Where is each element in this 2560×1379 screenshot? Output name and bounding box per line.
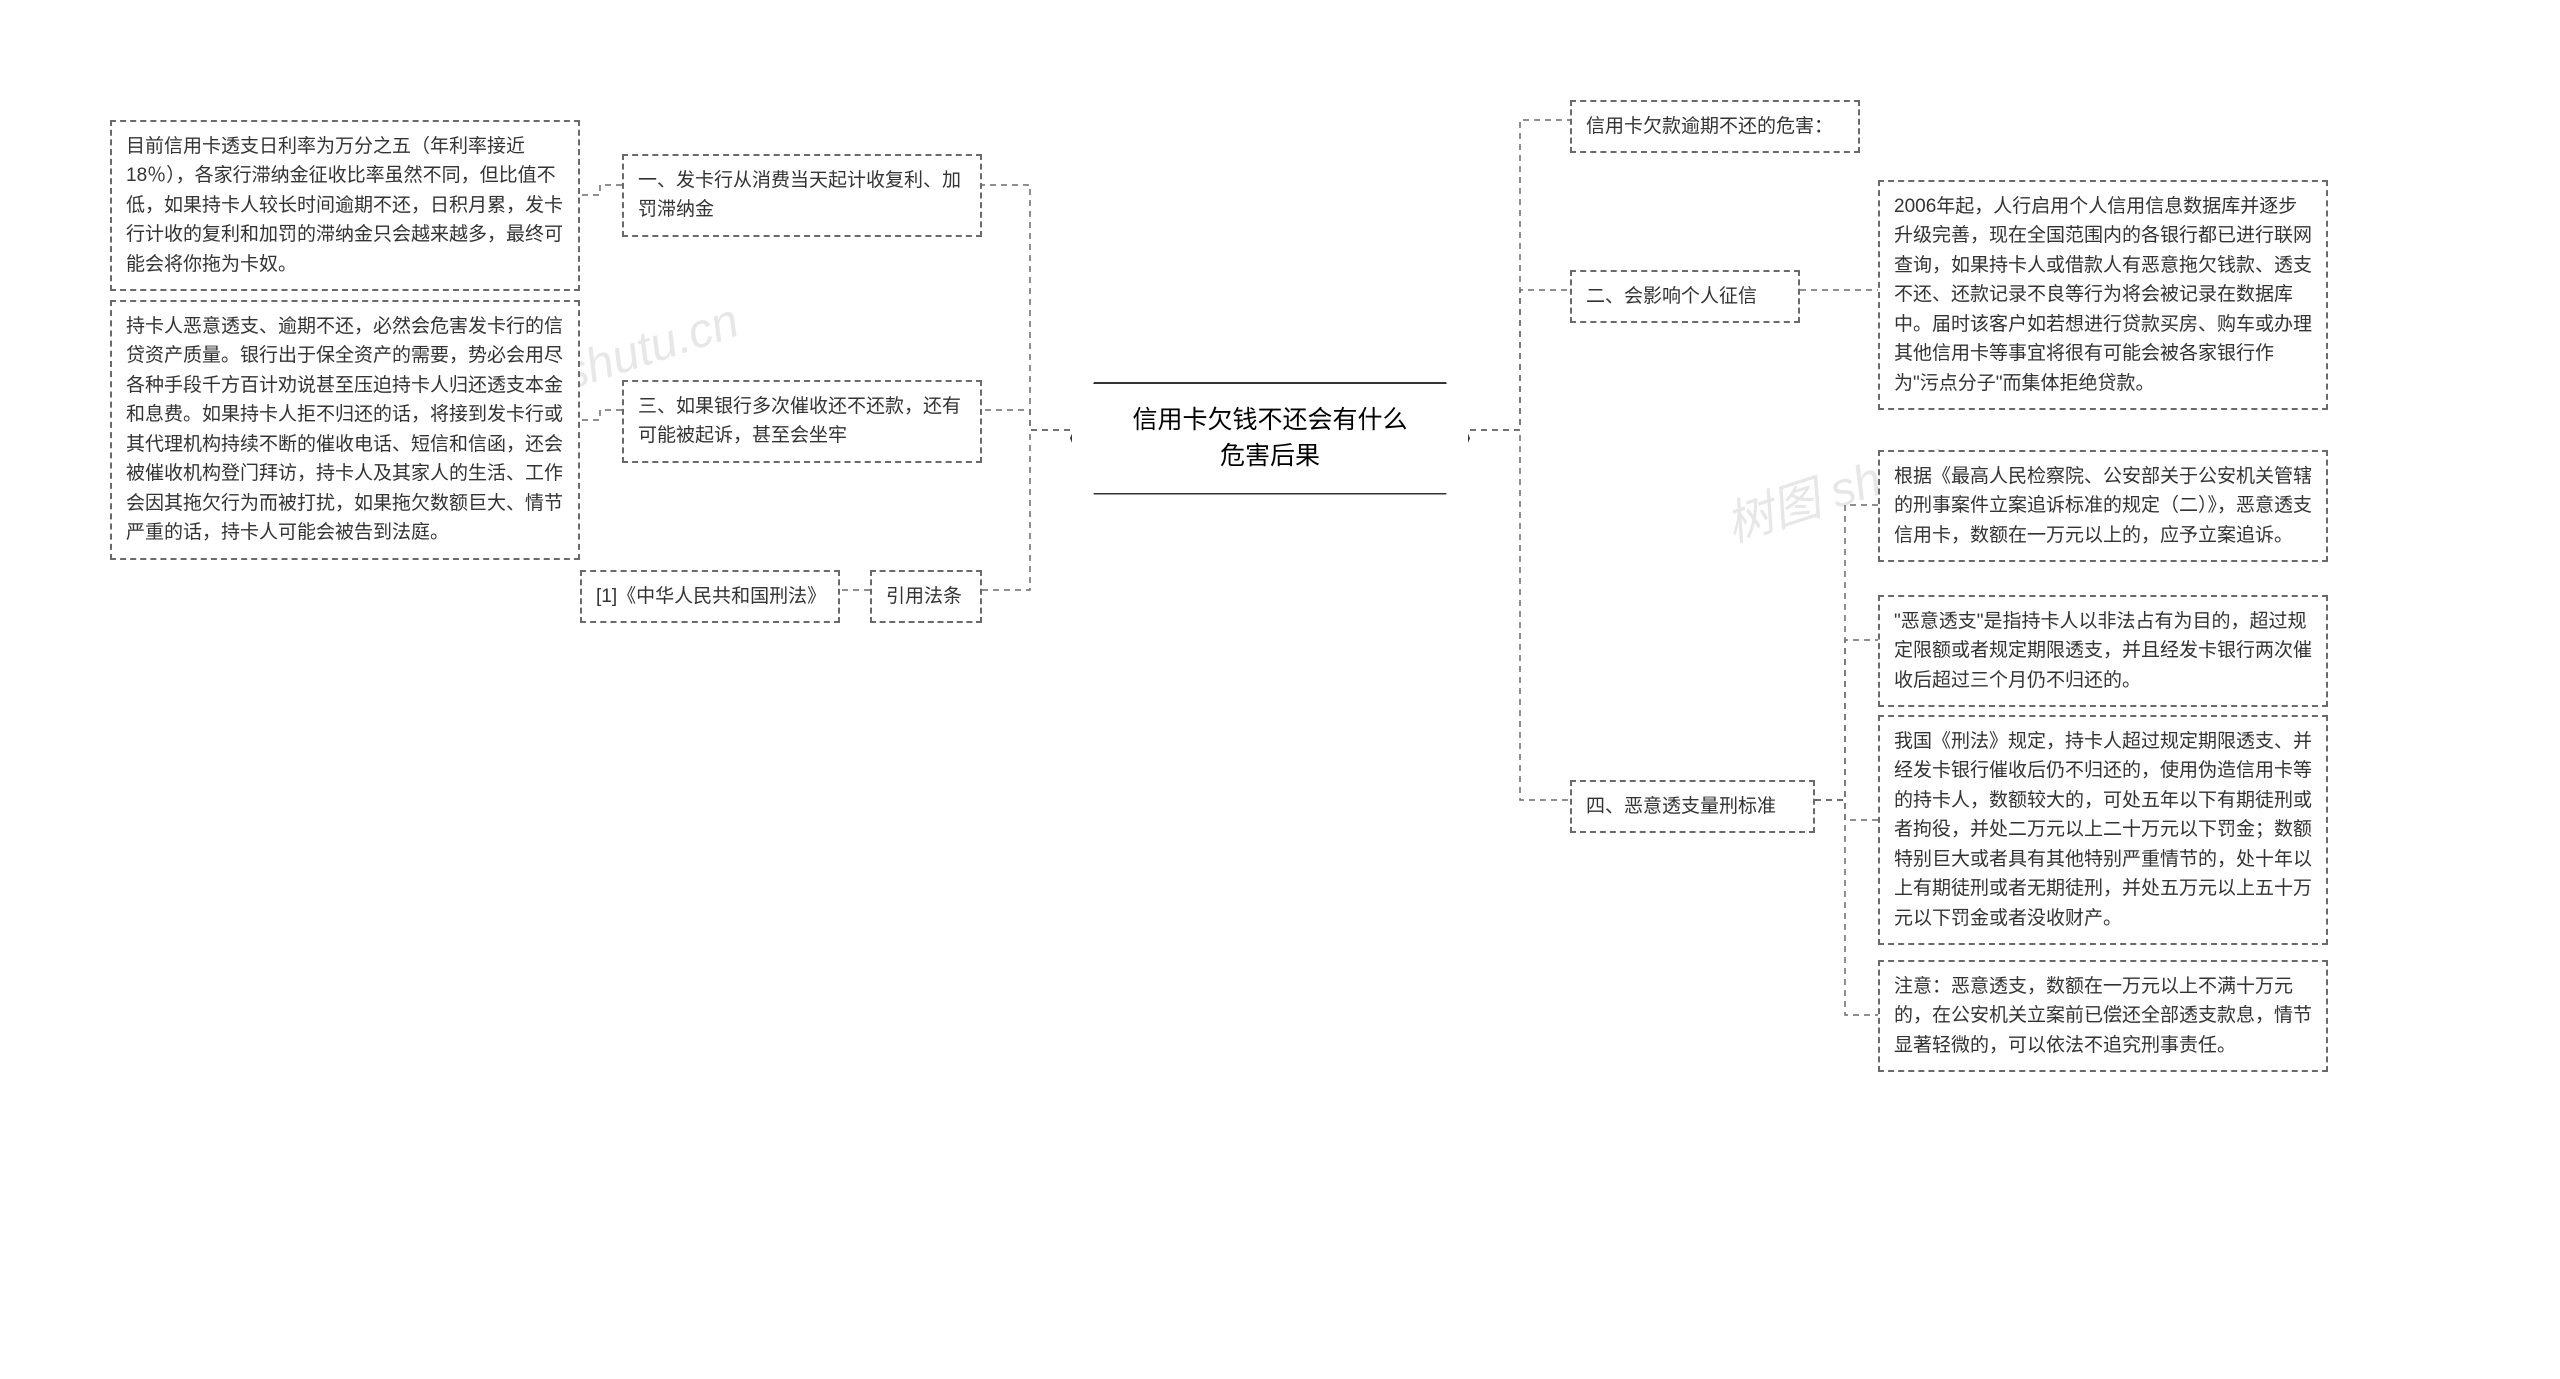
branch-3: 三、如果银行多次催收还不还款，还有可能被起诉，甚至会坐牢 [622, 380, 982, 463]
branch-4-leaf-1: 根据《最高人民检察院、公安部关于公安机关管辖的刑事案件立案追诉标准的规定（二）》… [1878, 450, 2328, 562]
branch-right-header: 信用卡欠款逾期不还的危害： [1570, 100, 1860, 153]
branch-4: 四、恶意透支量刑标准 [1570, 780, 1815, 833]
root-line2: 危害后果 [1100, 438, 1440, 474]
branch-1: 一、发卡行从消费当天起计收复利、加罚滞纳金 [622, 154, 982, 237]
root-line1: 信用卡欠钱不还会有什么 [1100, 402, 1440, 438]
branch-ref-leaf: [1]《中华人民共和国刑法》 [580, 570, 840, 623]
branch-3-leaf: 持卡人恶意透支、逾期不还，必然会危害发卡行的信贷资产质量。银行出于保全资产的需要… [110, 300, 580, 560]
branch-4-leaf-3: 我国《刑法》规定，持卡人超过规定期限透支、并经发卡银行催收后仍不归还的，使用伪造… [1878, 715, 2328, 945]
branch-4-leaf-4: 注意：恶意透支，数额在一万元以上不满十万元的，在公安机关立案前已偿还全部透支款息… [1878, 960, 2328, 1072]
branch-1-leaf: 目前信用卡透支日利率为万分之五（年利率接近18％），各家行滞纳金征收比率虽然不同… [110, 120, 580, 291]
branch-ref: 引用法条 [870, 570, 982, 623]
branch-4-leaf-2: "恶意透支"是指持卡人以非法占有为目的，超过规定限额或者规定期限透支，并且经发卡… [1878, 595, 2328, 707]
branch-2: 二、会影响个人征信 [1570, 270, 1800, 323]
root-node: 信用卡欠钱不还会有什么 危害后果 [1070, 382, 1470, 495]
branch-2-leaf: 2006年起，人行启用个人信用信息数据库并逐步升级完善，现在全国范围内的各银行都… [1878, 180, 2328, 410]
